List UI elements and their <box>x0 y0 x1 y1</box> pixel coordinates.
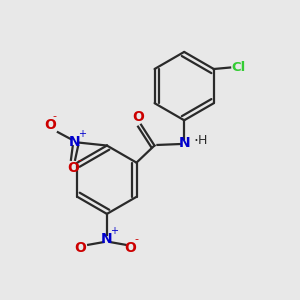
Text: Cl: Cl <box>232 61 246 74</box>
Text: -: - <box>53 111 57 121</box>
Text: +: + <box>110 226 118 236</box>
Text: N: N <box>101 232 113 246</box>
Text: O: O <box>74 241 86 255</box>
Text: O: O <box>44 118 56 132</box>
Text: H: H <box>198 134 207 147</box>
Text: -: - <box>134 234 139 244</box>
Text: +: + <box>78 129 86 139</box>
Text: O: O <box>132 110 144 124</box>
Text: -: - <box>77 155 81 165</box>
Text: O: O <box>67 161 79 175</box>
Text: ·: · <box>194 134 199 149</box>
Text: O: O <box>125 241 136 255</box>
Text: N: N <box>68 135 80 149</box>
Text: N: N <box>178 136 190 150</box>
